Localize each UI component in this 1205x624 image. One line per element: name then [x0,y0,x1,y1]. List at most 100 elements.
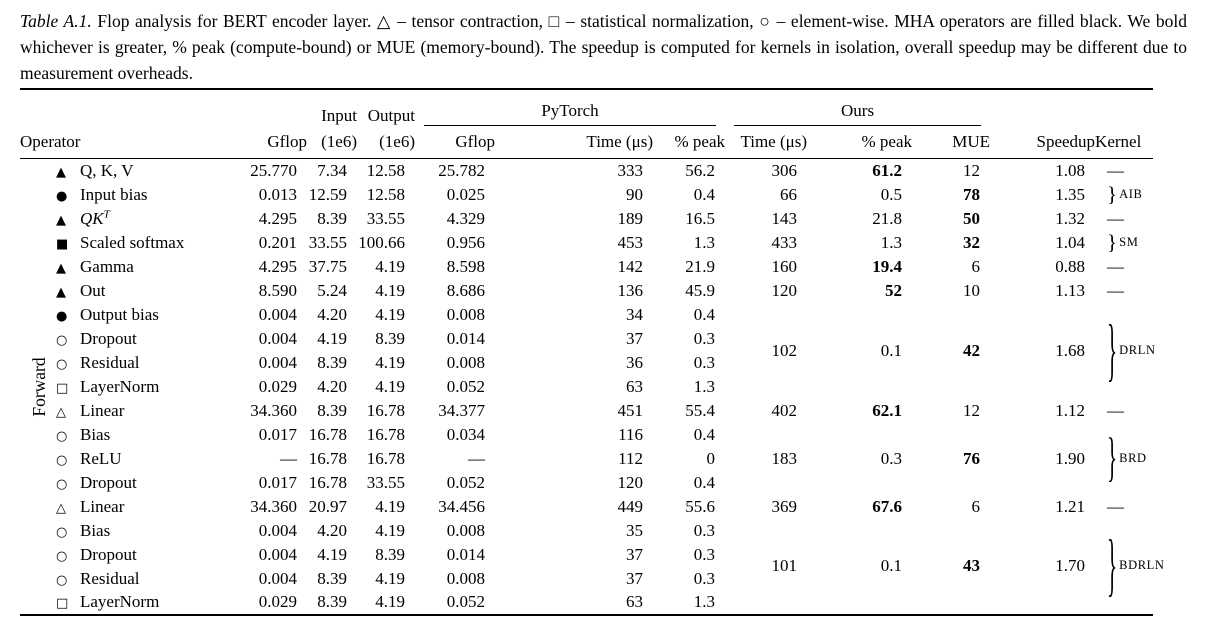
cell-pt-gflop: 0.052 [446,376,485,396]
cell-ours-mue: 6 [971,496,981,516]
operator-label: ReLU [80,448,122,468]
cell-pt-gflop: 0.014 [446,328,485,348]
cell-pt-gflop: — [468,448,485,468]
cell-ours-peak: 67.6 [872,496,903,516]
cell-ours-time: 120 [771,280,798,300]
kernel-label: SM [1119,234,1139,249]
table-row: △ Linear 34.360 20.97 4.19 34.456 449 55.6 369 67… [20,495,1153,519]
operator-label: Linear [80,400,125,420]
col-header-ours-time: Time (μs) [725,126,808,159]
cell-ours-mue: 12 [963,400,981,420]
cell-input: 8.39 [317,400,347,420]
square-open-icon: □ [56,380,69,396]
group-header-input: Input [321,106,357,125]
cell-ours-speedup: 1.70 [1055,556,1086,575]
cell-pt-time: 449 [617,496,644,516]
square-filled-icon: ■ [56,236,69,252]
kernel-label: BRD [1119,450,1147,465]
cell-input: 16.78 [308,448,347,468]
cell-pt-peak: 55.6 [685,496,716,516]
cell-ours-speedup: 1.08 [1055,160,1086,180]
cell-pt-peak: 0.3 [693,328,716,348]
operator-cell: ▲ Q, K, V [20,159,235,183]
cell-ours-mue: 76 [963,448,981,468]
table-row: □ LayerNorm 0.029 8.39 4.19 0.052 63 1.3 [20,591,1153,615]
cell-pt-gflop: 0.025 [446,184,485,204]
triangle-filled-icon: ▲ [56,284,66,300]
cell-gflop: 0.004 [258,328,297,348]
cell-ours-time: 102 [771,340,798,360]
group-header-row: Input Output PyTorch Ours [20,89,1153,126]
table-row: ○ Bias 0.017 16.78 16.78 0.034 116 0.4 183 0.3 76 1… [20,423,1153,484]
cell-pt-peak: 0.4 [693,424,716,444]
operator-cell: □ LayerNorm [20,375,235,399]
kernel-brace: } [1107,308,1118,389]
operator-cell: ▲ Out [20,279,235,303]
cell-input: 16.78 [308,424,347,444]
cell-ours-speedup: 1.90 [1055,448,1086,468]
kernel-dash: — [1107,280,1124,300]
cell-input: 16.78 [308,472,347,492]
cell-pt-peak: 21.9 [685,256,716,276]
cell-output: 4.19 [375,496,405,516]
kernel-dash: — [1107,208,1124,228]
circle-open-icon: ○ [56,572,68,588]
cell-ours-time: 160 [771,256,798,276]
cell-ours-peak: 1.3 [880,232,903,252]
col-header-input-1e6: (1e6) [307,126,357,159]
cell-output: 4.19 [375,304,405,324]
cell-input: 7.34 [317,160,347,180]
circle-open-icon: ○ [56,428,68,444]
operator-label: Out [80,280,106,300]
table-row: ● Input bias 0.013 12.59 12.58 0.025 90 0.4 66 0.… [20,183,1153,207]
cell-pt-gflop: 0.014 [446,544,485,564]
cell-ours-time: 402 [771,400,798,420]
cell-ours-peak: 62.1 [872,400,903,420]
cell-pt-time: 63 [626,592,643,611]
cell-input: 5.24 [317,280,347,300]
operator-cell: ○ Dropout [20,543,235,567]
operator-cell: ● Output bias [20,303,235,327]
operator-label: Bias [80,424,111,444]
cell-pt-gflop: 34.377 [438,400,485,420]
cell-pt-time: 451 [617,400,644,420]
cell-ours-peak: 0.3 [880,448,903,468]
cell-gflop: 0.004 [258,568,297,588]
operator-label: Bias [80,520,111,540]
kernel-brace: } [1107,181,1118,206]
kernel-dash: — [1107,160,1124,180]
cell-ours-mue: 42 [963,340,981,360]
cell-ours-time: 101 [771,556,798,575]
operator-cell: ■ Scaled softmax [20,231,235,255]
kernel-dash: — [1107,256,1124,276]
table-row: ▲ Gamma 4.295 37.75 4.19 8.598 142 21.9 160 19.4 6… [20,255,1153,279]
cell-input: 37.75 [308,256,347,276]
cell-pt-gflop: 25.782 [438,160,485,180]
col-header-pt-gflop: Gflop [415,126,495,159]
operator-cell: ○ Bias [20,519,235,543]
cell-kernel: } SM [1095,231,1153,255]
cell-pt-peak: 0.4 [693,304,716,324]
cell-output: 12.58 [366,160,405,180]
cell-kernel: } AIB [1095,183,1153,207]
table-row: ▲ Q, K, V 25.770 7.34 12.58 25.782 333 56.2 306 6… [20,159,1153,183]
cell-gflop: 0.004 [258,304,297,324]
operator-label: Dropout [80,472,137,492]
cell-pt-peak: 45.9 [685,280,716,300]
cell-input: 4.20 [317,520,347,540]
cell-output: 100.66 [358,232,405,252]
table-row: ▲ Out 8.590 5.24 4.19 8.686 136 45.9 120 52 10 1.13… [20,279,1153,303]
cell-kernel: } BRD [1095,423,1153,495]
triangle-filled-icon: ▲ [56,164,66,180]
cell-input: 33.55 [308,232,347,252]
circle-open-icon: ○ [56,524,68,540]
cell-output: 4.19 [375,376,405,396]
cell-pt-peak: 1.3 [693,376,716,396]
cell-pt-gflop: 0.008 [446,352,485,372]
kernel-dash: — [1107,400,1124,420]
operator-label: Residual [80,568,140,588]
cell-kernel: } BDRLN [1095,519,1164,615]
cell-kernel: — [1095,495,1153,519]
operator-cell: ○ Residual [20,567,235,591]
cell-pt-peak: 0.3 [693,520,716,540]
